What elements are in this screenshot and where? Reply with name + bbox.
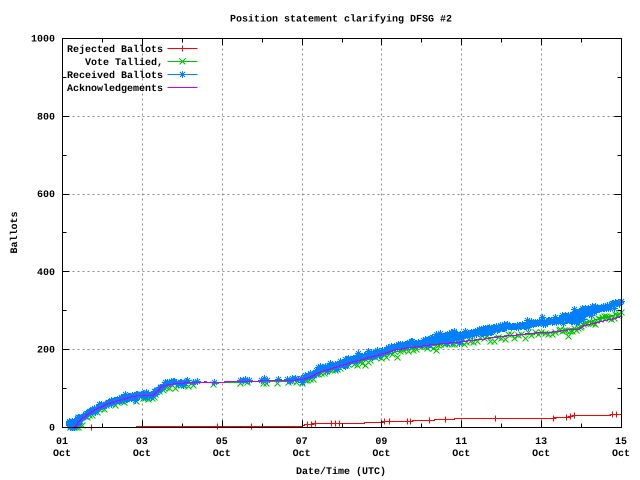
svg-text:Oct: Oct [133,449,151,460]
svg-text:Position statement clarifying: Position statement clarifying DFSG #2 [230,14,452,26]
svg-text:Date/Time (UTC): Date/Time (UTC) [296,466,386,478]
svg-text:Oct: Oct [53,449,71,460]
svg-text:Oct: Oct [213,449,231,460]
svg-text:200: 200 [37,346,55,357]
svg-text:09: 09 [375,437,387,448]
svg-text:Ballots: Ballots [9,211,21,253]
svg-text:800: 800 [37,112,55,123]
svg-text:Oct: Oct [372,449,390,460]
svg-text:400: 400 [37,268,55,279]
svg-text:13: 13 [535,437,547,448]
svg-text:Oct: Oct [532,449,550,460]
svg-text:03: 03 [136,437,148,448]
svg-text:Oct: Oct [612,449,630,460]
svg-text:Rejected Ballots: Rejected Ballots [67,44,163,56]
svg-text:01: 01 [56,437,68,448]
svg-text:05: 05 [216,437,228,448]
svg-text:0: 0 [49,424,55,435]
svg-text:Acknowledgements: Acknowledgements [67,83,163,95]
svg-text:15: 15 [615,437,627,448]
svg-text:Vote Tallied,: Vote Tallied, [85,57,163,69]
svg-text:1000: 1000 [31,35,55,46]
svg-text:600: 600 [37,190,55,201]
svg-text:Received Ballots: Received Ballots [67,70,163,82]
svg-text:11: 11 [455,437,467,448]
svg-text:Oct: Oct [452,449,470,460]
svg-text:Oct: Oct [293,449,311,460]
svg-text:07: 07 [296,437,308,448]
